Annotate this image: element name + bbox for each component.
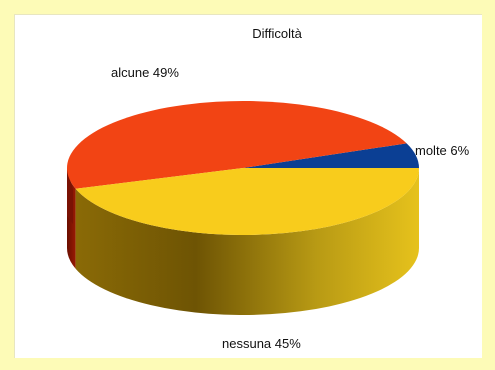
pie-sides xyxy=(67,168,420,315)
slice-alcune xyxy=(66,100,407,189)
slice-molte xyxy=(243,143,419,168)
chart-frame: Difficoltà alcune 49% molte 6% nessuna 4… xyxy=(14,14,482,358)
slice-label-alcune: alcune 49% xyxy=(111,65,179,80)
chart-title: Difficoltà xyxy=(252,26,302,41)
pie-slices xyxy=(66,100,420,235)
slice-label-molte: molte 6% xyxy=(415,143,470,158)
slice-nessuna xyxy=(75,168,420,235)
slice-side-nessuna xyxy=(75,168,420,315)
pie-chart: Difficoltà alcune 49% molte 6% nessuna 4… xyxy=(66,26,470,351)
slice-label-nessuna: nessuna 45% xyxy=(222,336,301,351)
slice-side-edge xyxy=(67,168,73,224)
